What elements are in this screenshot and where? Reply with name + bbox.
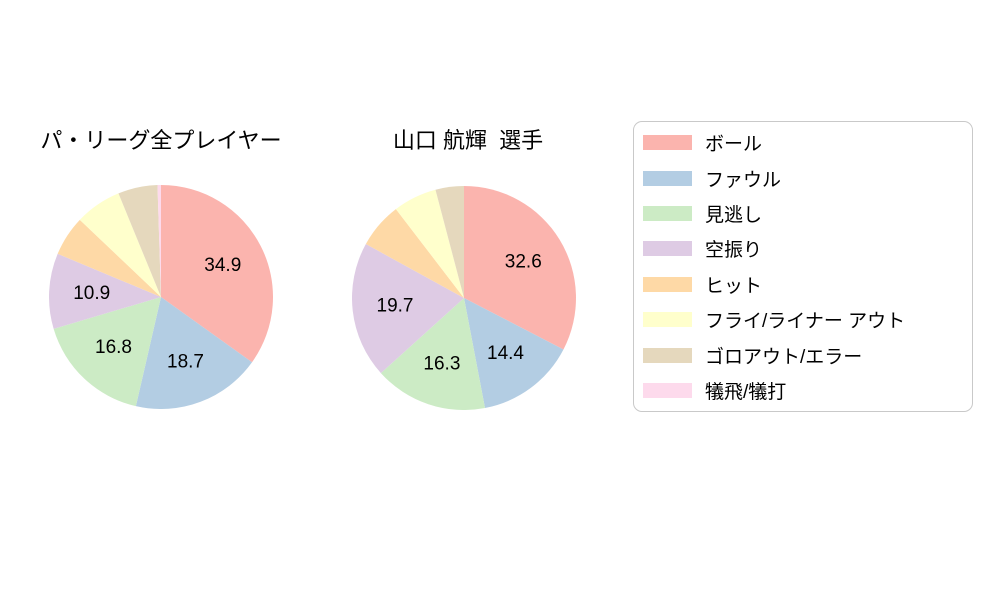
pie-slice xyxy=(435,186,464,298)
pie-slice xyxy=(161,185,273,363)
pie-slice xyxy=(380,298,485,410)
slice-value-label: 32.6 xyxy=(505,251,542,272)
legend-swatch xyxy=(643,135,692,151)
pie-slice xyxy=(135,297,253,409)
legend-item: ボール xyxy=(643,125,972,160)
pie-slice xyxy=(464,298,564,409)
slice-value-label: 14.4 xyxy=(487,343,524,364)
legend-label: フライ/ライナー アウト xyxy=(705,311,906,333)
slice-value-label: 34.9 xyxy=(204,255,241,276)
slice-value-label: 18.7 xyxy=(167,352,204,373)
legend-swatch xyxy=(643,276,692,292)
pie-title-player: 山口 航輝 選手 xyxy=(392,128,544,153)
legend-label: ゴロアウト/エラー xyxy=(705,346,863,368)
pie-title-league: パ・リーグ全プレイヤー xyxy=(40,128,282,153)
legend-swatch xyxy=(643,382,692,398)
legend-label: 犠飛/犠打 xyxy=(705,381,787,403)
pie-slice xyxy=(79,193,161,297)
legend-item: ヒット xyxy=(643,267,972,302)
legend-swatch xyxy=(643,241,692,257)
legend-item: 見逃し xyxy=(643,196,972,231)
legend-swatch xyxy=(643,312,692,328)
pie-chart-player: 32.6 14.4 16.3 19.7 xyxy=(352,186,576,410)
pie-slice xyxy=(352,244,464,374)
pie-slice xyxy=(53,297,161,407)
slice-value-label: 16.8 xyxy=(95,337,132,358)
legend-item: ファウル xyxy=(643,160,972,195)
legend-item: 犠飛/犠打 xyxy=(643,373,972,408)
legend-label: ヒット xyxy=(705,275,763,297)
pie-slice xyxy=(464,186,576,350)
legend-swatch xyxy=(643,170,692,186)
slice-value-label: 19.7 xyxy=(377,296,414,317)
legend-swatch xyxy=(643,347,692,363)
pie-slice xyxy=(395,189,464,298)
pie-slice xyxy=(118,185,161,297)
pie-chart-league: 34.9 18.7 16.8 10.9 xyxy=(49,185,273,409)
legend-item: ゴロアウト/エラー xyxy=(643,337,972,372)
pie-slice xyxy=(365,209,464,298)
legend-item: 空振り xyxy=(643,231,972,266)
pie-slice xyxy=(57,219,161,297)
legend: ボールファウル見逃し空振りヒットフライ/ライナー アウト ゴロアウト/エラー 犠飛/… xyxy=(633,121,973,412)
legend-label: 見逃し xyxy=(705,204,763,226)
legend-label: ファウル xyxy=(705,169,782,191)
legend-label: 空振り xyxy=(705,240,763,262)
legend-label: ボール xyxy=(705,134,763,156)
pie-slice xyxy=(49,253,161,329)
pie-slice xyxy=(157,185,161,297)
slice-value-label: 16.3 xyxy=(423,353,460,374)
legend-swatch xyxy=(643,205,692,221)
slice-value-label: 10.9 xyxy=(73,283,110,304)
legend-item: フライ/ライナー アウト xyxy=(643,302,972,337)
